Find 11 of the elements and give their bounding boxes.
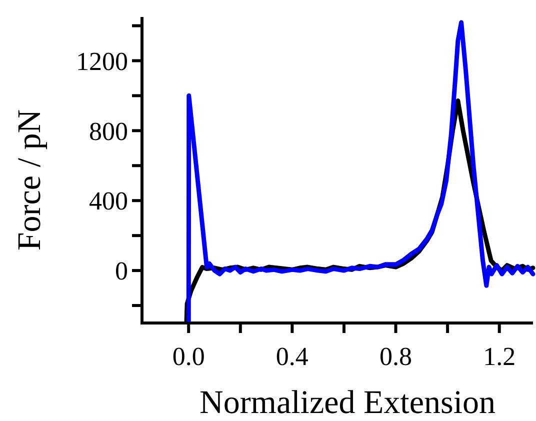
x-tick-label: 0.4 (276, 342, 308, 371)
x-tick-label: 1.2 (483, 342, 516, 371)
x-tick-label: 0.8 (380, 342, 412, 371)
line-series (186, 20, 536, 323)
y-axis-title: Force / pN (12, 109, 48, 251)
y-tick-label: 800 (89, 116, 128, 146)
x-axis-title: Normalized Extension (199, 385, 496, 421)
y-tick-label: 400 (89, 186, 128, 216)
x-tick-label: 0.0 (172, 342, 205, 371)
y-tick-label: 0 (115, 256, 128, 286)
y-tick-label: 1200 (76, 46, 128, 76)
